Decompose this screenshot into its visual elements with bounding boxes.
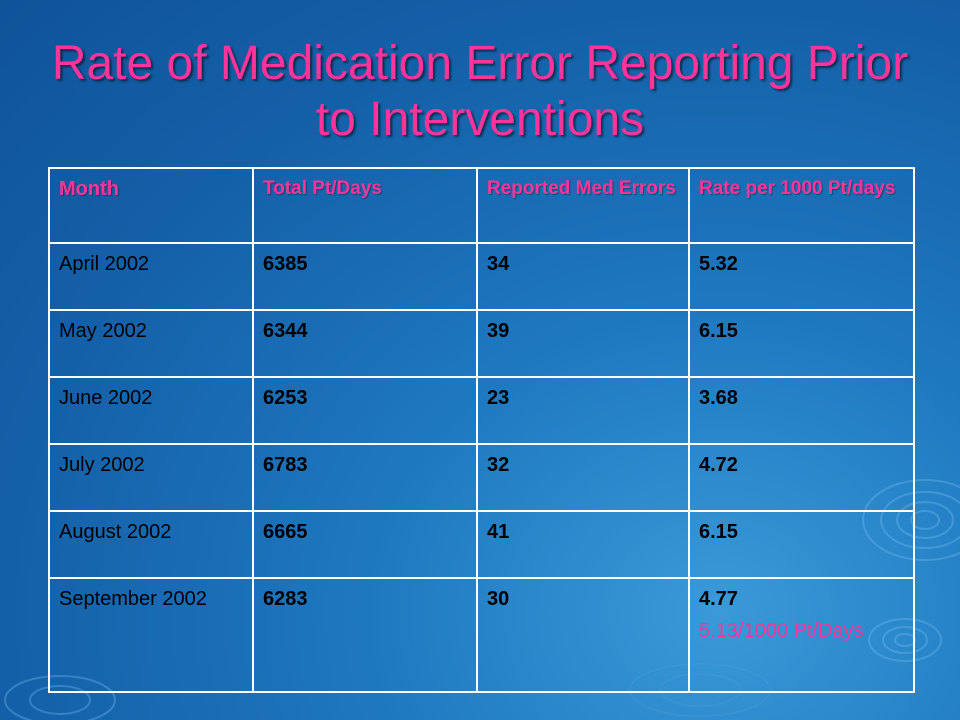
month-cell: April 2002 — [48, 242, 254, 311]
table-row: September 2002 6283 30 4.77 5.13/1000 Pt… — [48, 577, 915, 693]
header-total-pt-days: Total Pt/Days — [252, 167, 478, 244]
rate-cell: 3.68 — [688, 376, 915, 445]
month-cell: September 2002 — [48, 577, 254, 693]
rate-cell: 4.77 5.13/1000 Pt/Days — [688, 577, 915, 693]
reported-errors-cell: 41 — [476, 510, 690, 579]
month-cell: May 2002 — [48, 309, 254, 378]
header-rate-per-1000: Rate per 1000 Pt/days — [688, 167, 915, 244]
total-pt-days-cell: 6283 — [252, 577, 478, 693]
table-row: August 2002 6665 41 6.15 — [48, 510, 915, 579]
average-rate-summary: 5.13/1000 Pt/Days — [699, 620, 864, 642]
rate-cell: 6.15 — [688, 510, 915, 579]
reported-errors-cell: 32 — [476, 443, 690, 512]
rate-cell: 6.15 — [688, 309, 915, 378]
month-cell: July 2002 — [48, 443, 254, 512]
reported-errors-cell: 23 — [476, 376, 690, 445]
table-row: April 2002 6385 34 5.32 — [48, 242, 915, 311]
total-pt-days-cell: 6665 — [252, 510, 478, 579]
table-row: June 2002 6253 23 3.68 — [48, 376, 915, 445]
header-reported-med-errors: Reported Med Errors — [476, 167, 690, 244]
month-cell: August 2002 — [48, 510, 254, 579]
slide-title: Rate of Medication Error Reporting Prior… — [51, 37, 909, 146]
total-pt-days-cell: 6344 — [252, 309, 478, 378]
rate-value: 4.77 — [699, 588, 738, 610]
table-row: July 2002 6783 32 4.72 — [48, 443, 915, 512]
table-header-row: Month Total Pt/Days Reported Med Errors … — [48, 167, 915, 244]
rate-cell: 5.32 — [688, 242, 915, 311]
month-cell: June 2002 — [48, 376, 254, 445]
medication-error-table: Month Total Pt/Days Reported Med Errors … — [48, 167, 915, 693]
rate-cell: 4.72 — [688, 443, 915, 512]
reported-errors-cell: 30 — [476, 577, 690, 693]
header-month: Month — [48, 167, 254, 244]
table-row: May 2002 6344 39 6.15 — [48, 309, 915, 378]
total-pt-days-cell: 6253 — [252, 376, 478, 445]
total-pt-days-cell: 6783 — [252, 443, 478, 512]
reported-errors-cell: 39 — [476, 309, 690, 378]
reported-errors-cell: 34 — [476, 242, 690, 311]
total-pt-days-cell: 6385 — [252, 242, 478, 311]
